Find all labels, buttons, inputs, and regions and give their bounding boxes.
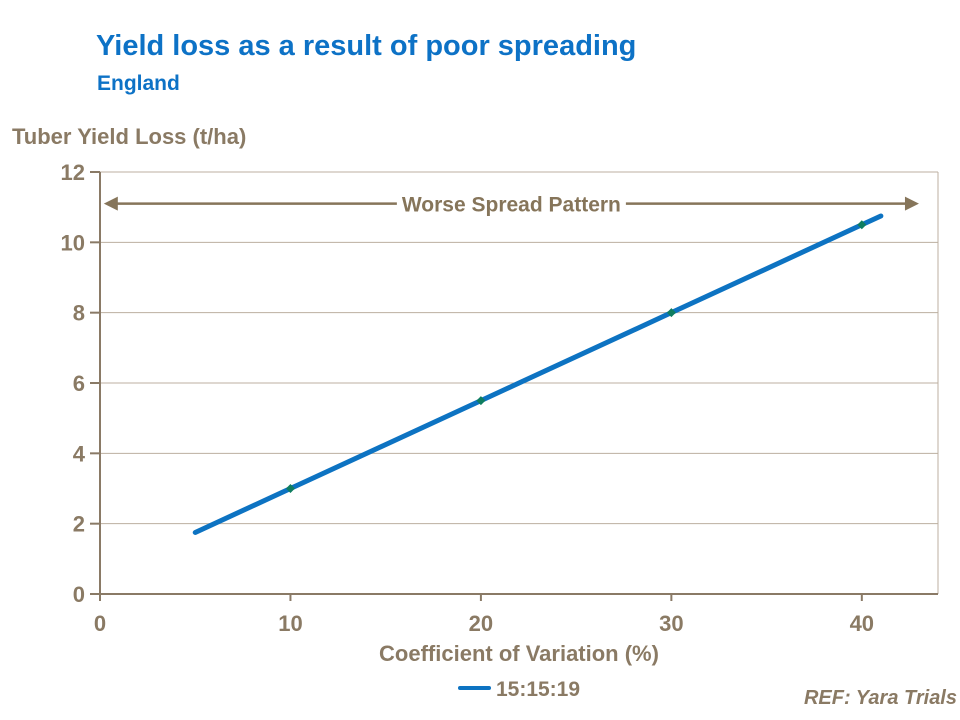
data-point-marker bbox=[666, 308, 676, 318]
data-point-marker bbox=[476, 396, 486, 406]
y-tick-label: 8 bbox=[73, 301, 85, 326]
page-title: Yield loss as a result of poor spreading bbox=[96, 30, 637, 62]
page-subtitle: England bbox=[97, 72, 180, 95]
data-point-marker bbox=[285, 484, 295, 493]
x-tick-label: 20 bbox=[469, 611, 493, 636]
y-tick-label: 2 bbox=[73, 512, 85, 537]
annotation-arrowhead-right bbox=[904, 196, 919, 211]
reference-note: REF: Yara Trials bbox=[803, 687, 957, 709]
x-tick-label: 0 bbox=[94, 611, 106, 636]
y-tick-label: 0 bbox=[73, 582, 85, 607]
x-tick-label: 30 bbox=[659, 611, 683, 636]
annotation-arrowhead-left bbox=[103, 196, 118, 211]
x-tick-label: 10 bbox=[278, 611, 302, 636]
series-line bbox=[192, 213, 884, 535]
legend-line-swatch bbox=[457, 686, 491, 690]
y-axis-title: Tuber Yield Loss (t/ha) bbox=[12, 124, 247, 149]
y-tick-label: 12 bbox=[61, 160, 85, 185]
y-tick-label: 4 bbox=[73, 441, 86, 466]
annotation-label: Worse Spread Pattern bbox=[402, 194, 621, 217]
legend: 15:15:19 bbox=[100, 676, 938, 704]
y-tick-label: 6 bbox=[73, 371, 85, 396]
y-tick-label: 10 bbox=[61, 230, 85, 255]
annotation-label-bg bbox=[396, 193, 626, 217]
x-tick-label: 40 bbox=[850, 611, 874, 636]
x-axis-title: Coefficient of Variation (%) bbox=[379, 641, 659, 666]
legend-series-label: 15:15:19 bbox=[495, 678, 581, 701]
data-point-marker bbox=[857, 220, 867, 230]
